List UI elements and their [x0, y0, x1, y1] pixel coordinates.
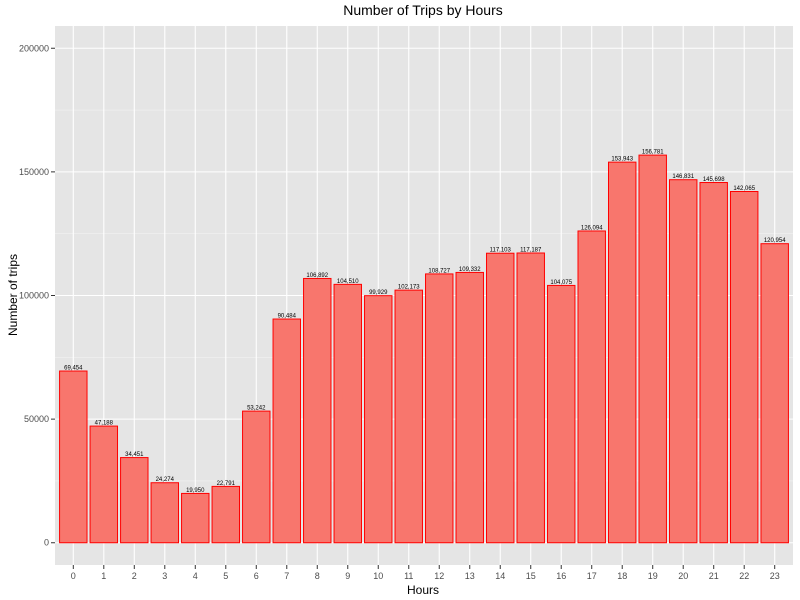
x-tick-label: 2 — [132, 571, 137, 581]
bar-hour-13 — [455, 271, 484, 544]
bar-hour-17 — [577, 230, 606, 544]
data-label-hour-7: 90,484 — [278, 314, 297, 320]
y-tick-label: 150000 — [19, 167, 49, 177]
data-label-hour-14: 117,103 — [490, 248, 512, 254]
y-tick-label: 50000 — [24, 414, 49, 424]
data-label-hour-3: 24,274 — [156, 477, 175, 483]
bar-hour-14 — [486, 252, 515, 544]
chart-title: Number of Trips by Hours — [343, 2, 503, 18]
bar-hour-0 — [59, 370, 88, 544]
data-label-hour-23: 120,954 — [764, 238, 786, 244]
bar-hour-20 — [668, 179, 698, 544]
x-tick-label: 18 — [617, 571, 627, 581]
data-label-hour-19: 156,781 — [642, 150, 664, 156]
bar-hour-9 — [333, 283, 362, 544]
data-label-hour-15: 117,187 — [520, 248, 542, 254]
data-label-hour-12: 108,727 — [428, 268, 450, 274]
bar-hour-16 — [547, 284, 576, 544]
x-tick-label: 21 — [709, 571, 719, 581]
bar-hour-21 — [699, 182, 728, 544]
data-label-hour-1: 47,188 — [95, 421, 114, 427]
bar-hour-23 — [760, 243, 789, 544]
bar-hour-1 — [89, 425, 119, 544]
x-tick-label: 0 — [71, 571, 76, 581]
y-tick-label: 200000 — [19, 43, 49, 53]
data-label-hour-0: 69,454 — [64, 366, 83, 372]
bar-hour-3 — [150, 482, 180, 544]
x-tick-label: 4 — [193, 571, 198, 581]
x-tick-label: 11 — [404, 571, 413, 581]
x-tick-label: 23 — [770, 571, 780, 581]
x-tick-label: 22 — [739, 571, 749, 581]
data-label-hour-2: 34,451 — [125, 452, 144, 458]
bar-hour-7 — [272, 318, 301, 544]
x-tick-label: 15 — [526, 571, 536, 581]
x-tick-label: 3 — [162, 571, 167, 581]
bar-hour-5 — [211, 485, 241, 544]
data-label-hour-18: 153,943 — [611, 157, 633, 163]
data-label-hour-4: 19,950 — [186, 488, 205, 494]
data-label-hour-8: 106,892 — [306, 273, 328, 279]
x-tick-label: 17 — [587, 571, 597, 581]
x-tick-label: 19 — [648, 571, 658, 581]
bar-hour-2 — [120, 457, 149, 544]
data-label-hour-21: 145,698 — [703, 177, 725, 183]
x-axis: 0 1 2 3 4 5 6 7 8 9 10 11 12 13 14 15 16 17 18 19 20 21 22 23 — [71, 565, 780, 581]
data-label-hour-13: 109,332 — [459, 267, 481, 273]
bar-hour-11 — [394, 289, 423, 544]
x-tick-label: 13 — [465, 571, 475, 581]
data-label-hour-17: 126,094 — [581, 225, 603, 231]
bars — [59, 154, 789, 544]
x-tick-label: 1 — [101, 571, 106, 581]
x-tick-label: 8 — [315, 571, 320, 581]
bar-hour-15 — [516, 252, 545, 544]
data-label-hour-16: 104,075 — [550, 280, 572, 286]
x-tick-label: 6 — [254, 571, 259, 581]
x-tick-label: 12 — [434, 571, 444, 581]
x-tick-label: 10 — [373, 571, 383, 581]
data-labels: 69,454 47,188 34,451 24,274 19,950 22,791 53,2… — [64, 150, 786, 494]
y-tick-label: 0 — [44, 538, 49, 548]
y-tick-label: 100000 — [19, 291, 49, 301]
bar-hour-12 — [425, 273, 454, 544]
x-tick-label: 16 — [556, 571, 566, 581]
x-tick-label: 20 — [678, 571, 688, 581]
x-tick-label: 5 — [223, 571, 228, 581]
x-axis-title: Hours — [407, 583, 439, 597]
bar-hour-22 — [729, 190, 759, 544]
bar-hour-18 — [608, 161, 637, 544]
data-label-hour-11: 102,173 — [398, 285, 420, 291]
bar-hour-6 — [242, 410, 271, 544]
bar-hour-10 — [364, 295, 393, 544]
x-tick-label: 9 — [345, 571, 350, 581]
y-axis-title: Number of trips — [6, 254, 20, 336]
data-label-hour-6: 53,242 — [247, 406, 266, 412]
data-label-hour-9: 104,510 — [337, 279, 359, 285]
bar-hour-19 — [638, 154, 667, 544]
x-tick-label: 7 — [284, 571, 289, 581]
bar-hour-4 — [181, 492, 210, 544]
x-tick-label: 14 — [495, 571, 505, 581]
data-label-hour-22: 142,065 — [733, 186, 755, 192]
data-label-hour-10: 99,929 — [369, 290, 388, 296]
data-label-hour-20: 146,831 — [672, 174, 694, 180]
y-axis: 0 50000 100000 150000 200000 — [19, 43, 55, 548]
data-label-hour-5: 22,791 — [217, 481, 236, 487]
bar-hour-8 — [303, 277, 332, 544]
